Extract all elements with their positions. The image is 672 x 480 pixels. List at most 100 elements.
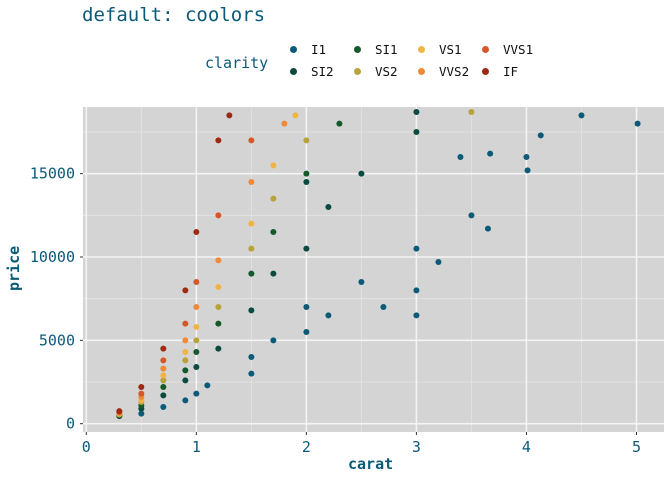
data-point-i1 [524, 167, 531, 174]
legend-item-si2: SI2 [290, 64, 334, 79]
data-point-si1 [303, 170, 310, 177]
data-point-i1 [484, 225, 491, 232]
data-point-si2 [182, 377, 189, 384]
legend-swatch [354, 46, 361, 53]
legend-swatch [482, 68, 489, 75]
x-tick-label: 2 [302, 438, 311, 456]
legend-item-vvs1: VVS1 [482, 42, 533, 57]
data-point-i1 [634, 120, 641, 127]
data-point-i1 [435, 259, 442, 265]
data-point-si2 [325, 204, 332, 210]
data-point-i1 [413, 245, 420, 252]
legend-label: SI1 [375, 42, 398, 57]
legend-swatch [354, 68, 361, 75]
data-point-si2 [193, 364, 200, 370]
legend-item-vs1: VS1 [418, 42, 462, 57]
legend-item-si1: SI1 [354, 42, 398, 57]
y-tick-label: 15000 [30, 165, 75, 183]
chart-title: default: coolors [82, 4, 266, 26]
data-point-i1 [303, 329, 310, 335]
x-tick-label: 1 [192, 438, 201, 456]
x-tick-label: 4 [522, 438, 531, 456]
legend-swatch [482, 46, 489, 53]
data-point-i1 [457, 154, 464, 160]
data-point-i1 [270, 337, 277, 344]
legend-item-vs2: VS2 [354, 64, 398, 79]
data-point-i1 [248, 370, 255, 377]
legend-label: VS2 [375, 64, 398, 79]
data-point-vvs1 [193, 279, 200, 285]
data-point-si1 [270, 229, 277, 235]
data-point-i1 [523, 154, 530, 160]
legend-label: SI2 [311, 64, 334, 79]
plot-panel [83, 107, 664, 432]
data-point-vs2 [193, 337, 200, 344]
data-point-vs2 [468, 109, 475, 115]
legend-label: I1 [311, 42, 327, 57]
y-tick-label: 10000 [30, 248, 75, 266]
data-point-si2 [358, 170, 365, 177]
data-point-i1 [380, 304, 387, 310]
data-point-i1 [468, 212, 475, 219]
data-point-si2 [413, 109, 420, 115]
data-point-i1 [303, 304, 310, 310]
data-point-vvs2 [160, 365, 167, 372]
y-tick-label: 0 [66, 415, 75, 433]
data-point-si1 [336, 120, 343, 127]
data-point-si1 [182, 367, 189, 374]
data-point-si2 [215, 345, 222, 352]
data-point-i1 [138, 410, 145, 417]
x-tick-label: 0 [82, 438, 91, 456]
legend-title: clarity [205, 54, 269, 72]
data-point-vvs2 [248, 179, 255, 185]
data-point-if [138, 384, 145, 390]
legend: I1 SI2 SI1 VS2 VS1 VVS2 VVS1 IF [290, 42, 570, 86]
data-point-vs1 [248, 220, 255, 227]
data-point-i1 [537, 132, 544, 139]
legend-swatch [290, 68, 297, 75]
data-point-if [116, 408, 123, 415]
x-tick-label: 5 [632, 438, 641, 456]
legend-swatch [418, 68, 425, 75]
legend-label: IF [503, 64, 519, 79]
data-point-vvs1 [138, 390, 145, 397]
data-point-vvs1 [182, 320, 189, 327]
data-point-i1 [358, 279, 365, 285]
data-point-vs1 [160, 372, 167, 379]
y-tick-label: 5000 [39, 331, 75, 349]
data-point-si1 [193, 349, 200, 355]
data-point-i1 [413, 312, 420, 319]
data-point-i1 [325, 312, 332, 319]
data-point-si1 [215, 320, 222, 327]
data-point-i1 [248, 354, 255, 360]
data-point-vvs2 [193, 304, 200, 310]
data-point-i1 [204, 382, 211, 389]
data-point-vvs2 [281, 120, 288, 127]
legend-item-vvs2: VVS2 [418, 64, 469, 79]
data-point-vs2 [182, 357, 189, 364]
data-point-vvs2 [215, 257, 222, 264]
data-point-vvs1 [160, 357, 167, 364]
data-point-vs2 [160, 377, 167, 384]
data-point-si2 [270, 270, 277, 277]
data-point-if [160, 345, 167, 352]
data-point-i1 [578, 112, 585, 119]
legend-item-i1: I1 [290, 42, 326, 57]
data-point-if [193, 229, 200, 235]
y-axis-label: price [5, 245, 23, 291]
data-point-vs2 [248, 245, 255, 252]
data-point-si1 [248, 270, 255, 277]
data-point-vs1 [182, 349, 189, 355]
legend-label: VVS2 [439, 64, 470, 79]
data-point-vvs2 [182, 337, 189, 344]
data-point-si2 [303, 245, 310, 252]
data-point-vs2 [270, 195, 277, 202]
data-point-si1 [160, 384, 167, 390]
legend-label: VS1 [439, 42, 462, 57]
legend-label: VVS1 [503, 42, 534, 57]
data-point-if [215, 137, 222, 144]
data-point-si2 [413, 129, 420, 135]
data-point-vvs1 [248, 137, 255, 144]
data-point-vs2 [215, 304, 222, 310]
